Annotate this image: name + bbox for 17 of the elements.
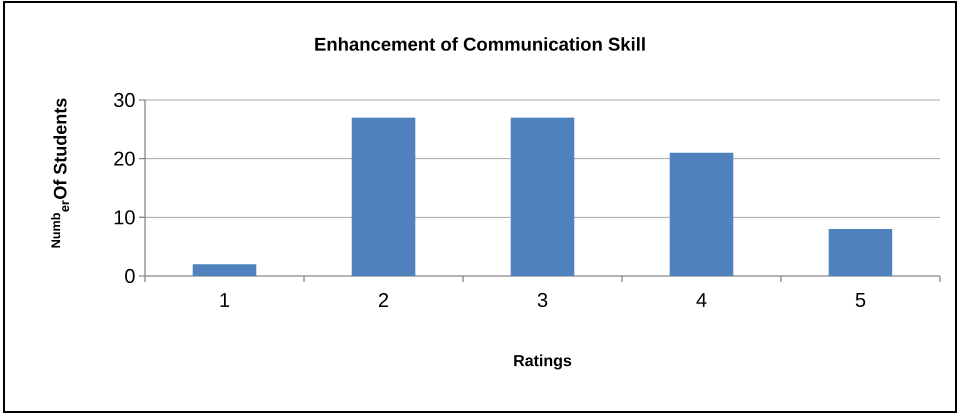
x-tick-label: 3 bbox=[538, 292, 548, 308]
x-tick-label: 4 bbox=[696, 293, 706, 307]
x-tick-label: 1 bbox=[220, 293, 230, 307]
bar bbox=[510, 118, 574, 276]
bar bbox=[670, 152, 734, 276]
y-tick-label: 0 bbox=[125, 268, 135, 284]
bar bbox=[352, 118, 416, 276]
bar bbox=[828, 229, 892, 276]
y-tick-label: 30 bbox=[114, 92, 135, 108]
y-tick-label: 10 bbox=[114, 210, 135, 224]
bar bbox=[192, 264, 256, 276]
x-axis-title: Ratings bbox=[514, 354, 572, 370]
y-axis-title: Numb$_{er}$Of Students bbox=[50, 98, 70, 248]
chart-title: Enhancement of Communication Skill bbox=[315, 37, 645, 51]
y-tick-label: 20 bbox=[114, 152, 135, 166]
x-tick-label: 5 bbox=[856, 293, 866, 307]
x-tick-label: 2 bbox=[378, 293, 388, 307]
